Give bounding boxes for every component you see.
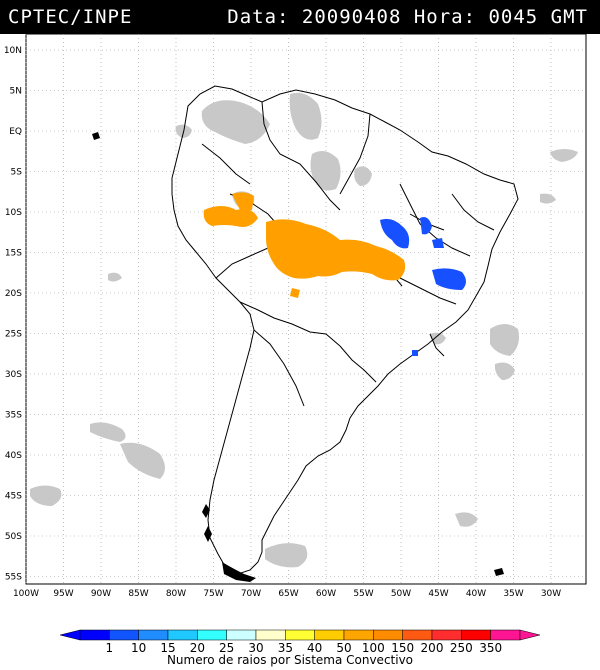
lon-label: 100W [13,589,39,599]
lon-label: 95W [53,589,73,599]
lat-label: 50S [5,532,22,542]
colorbar-swatch [255,629,286,641]
colorbar-swatch [109,629,139,641]
colorbar-label: 1 [106,641,114,655]
colorbar-labels: 1 10 15 20 25 30 35 40 50 100 150 200 250 350 [106,641,503,655]
orange-convective-systems [203,192,406,298]
colorbar-label: 50 [336,641,351,655]
lat-label: 10S [5,208,22,218]
colorbar-swatch [343,629,374,641]
colorbar-swatches [59,629,541,641]
colorbar-swatch [402,629,433,641]
colorbar-title: Numero de raios por Sistema Convectivo [167,653,413,667]
colorbar-left-arrow [59,629,81,641]
lon-label: 45W [428,589,448,599]
lon-label: 85W [128,589,148,599]
colorbar-swatch [314,629,345,641]
map-panel: 10N5NEQ5S10S15S20S25S30S35S40S45S50S55S … [4,34,587,599]
colorbar-label: 350 [479,641,502,655]
lon-label: 40W [466,589,486,599]
colorbar-swatch [431,629,462,641]
lon-label: 55W [353,589,373,599]
colorbar-label: 15 [160,641,175,655]
colorbar: 1 10 15 20 25 30 35 40 50 100 150 200 250 350 Numero … [59,629,541,667]
lon-label: 65W [278,589,298,599]
header-datetime-label: Data: 20090408 Hora: 0045 GMT [227,6,588,28]
colorbar-label: 250 [450,641,473,655]
colorbar-swatch [373,629,403,641]
lat-label: 20S [5,289,22,299]
colorbar-label: 30 [248,641,263,655]
colorbar-swatch [226,629,257,641]
lat-label: 55S [5,573,22,583]
lon-label: 90W [91,589,111,599]
lat-label: 30S [5,370,22,380]
lon-label: 80W [166,589,186,599]
lat-label: 15S [5,249,22,259]
lat-label: 40S [5,451,22,461]
colorbar-label: 100 [362,641,385,655]
lat-label: 5S [11,168,23,178]
colorbar-swatch [461,629,491,641]
lat-label: EQ [9,127,22,137]
lat-label: 45S [5,492,22,502]
colorbar-label: 25 [219,641,234,655]
colorbar-swatch [490,629,521,641]
lat-label: 35S [5,411,22,421]
header-source-label: CPTEC/INPE [8,6,133,28]
lat-label: 5N [10,87,22,97]
colorbar-label: 10 [131,641,146,655]
colorbar-right-arrow [519,629,541,641]
southern-islands [92,132,504,582]
latitude-labels: 10N 5N EQ 5S 10S 15S 20S 25S 30S 35S 40S 45S 50S 55S [4,46,22,583]
header-bar: CPTEC/INPE Data: 20090408 Hora: 0045 GMT [0,0,600,34]
lon-label: 35W [503,589,523,599]
colorbar-label: 40 [307,641,322,655]
colorbar-label: 150 [391,641,414,655]
colorbar-swatch [197,629,227,641]
lon-label: 70W [241,589,261,599]
lon-label: 60W [316,589,336,599]
lat-label: 10N [4,46,22,56]
lon-label: 75W [203,589,223,599]
lon-label: 50W [391,589,411,599]
colorbar-swatch [285,629,315,641]
colorbar-label: 35 [278,641,293,655]
colorbar-label: 200 [421,641,444,655]
longitude-labels: 100W 95W 90W 85W 80W 75W 70W 65W 60W 55W 50W 45W 40W… [13,589,561,599]
blue-convective-systems [380,217,466,356]
colorbar-label: 20 [190,641,205,655]
lat-label: 25S [5,330,22,340]
colorbar-swatch [167,629,198,641]
colorbar-swatch [79,629,110,641]
lon-label: 30W [541,589,561,599]
colorbar-swatch [138,629,169,641]
